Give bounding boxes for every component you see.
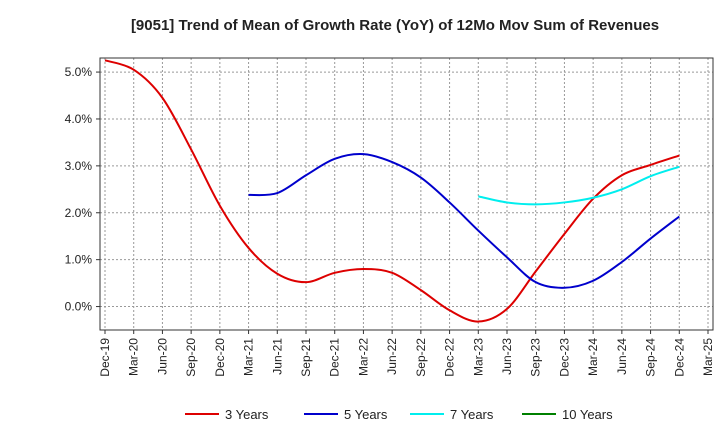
x-tick-label: Mar-24 [586, 338, 600, 376]
x-tick-label: Jun-20 [155, 338, 169, 375]
grid [100, 58, 713, 330]
x-tick-label: Sep-22 [414, 338, 428, 377]
x-tick-label: Dec-24 [672, 338, 686, 377]
series-line-3-years [104, 59, 680, 323]
x-tick-label: Mar-20 [127, 338, 141, 376]
series-line-7-years [478, 165, 680, 206]
x-tick-label: Dec-20 [213, 338, 227, 377]
x-tick-label: Sep-23 [529, 338, 543, 377]
legend-label-3-years: 3 Years [225, 407, 269, 422]
x-tick-label: Mar-21 [242, 338, 256, 376]
x-tick-label: Jun-21 [270, 338, 284, 375]
y-tick-label: 4.0% [65, 112, 93, 126]
x-tick-label: Jun-22 [385, 338, 399, 375]
chart-title: [9051] Trend of Mean of Growth Rate (YoY… [131, 17, 659, 34]
x-tick-label: Mar-23 [471, 338, 485, 376]
x-tick-label: Sep-24 [644, 338, 658, 377]
x-tick-label: Jun-24 [615, 338, 629, 375]
y-axis: 0.0% 1.0% 2.0% 3.0% 4.0% 5.0% [65, 65, 100, 314]
x-tick-label: Dec-21 [328, 338, 342, 377]
y-tick-label: 1.0% [65, 253, 93, 267]
legend-label-7-years: 7 Years [450, 407, 494, 422]
x-tick-label: Sep-21 [299, 338, 313, 377]
x-tick-label: Dec-19 [98, 338, 112, 377]
x-tick-label: Sep-20 [184, 338, 198, 377]
x-axis: Dec-19 Mar-20 Jun-20 Sep-20 Dec-20 Mar-21 Jun-… [98, 330, 715, 377]
y-tick-label: 3.0% [65, 159, 93, 173]
legend-label-5-years: 5 Years [344, 407, 388, 422]
y-tick-label: 0.0% [65, 300, 93, 314]
plot-area [99, 57, 714, 331]
series-group [104, 59, 680, 323]
series-line-5-years [248, 153, 680, 289]
x-tick-label: Dec-22 [443, 338, 457, 377]
y-tick-label: 2.0% [65, 206, 93, 220]
legend: 3 Years 5 Years 7 Years 10 Years [185, 407, 613, 422]
x-tick-label: Jun-23 [500, 338, 514, 375]
x-tick-label: Mar-22 [356, 338, 370, 376]
y-tick-label: 5.0% [65, 65, 93, 79]
legend-label-10-years: 10 Years [562, 407, 613, 422]
x-tick-label: Mar-25 [701, 338, 715, 376]
x-tick-label: Dec-23 [557, 338, 571, 377]
